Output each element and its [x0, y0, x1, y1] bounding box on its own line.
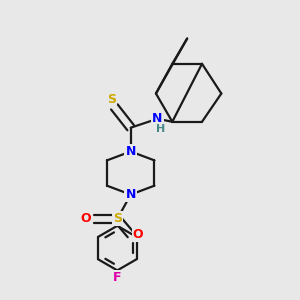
Text: H: H — [156, 124, 165, 134]
Text: N: N — [152, 112, 163, 125]
Text: N: N — [125, 188, 136, 201]
Text: O: O — [81, 212, 92, 226]
Text: S: S — [107, 93, 116, 106]
Text: F: F — [113, 271, 122, 284]
Text: S: S — [113, 212, 122, 226]
Text: N: N — [125, 145, 136, 158]
Text: O: O — [133, 228, 143, 241]
